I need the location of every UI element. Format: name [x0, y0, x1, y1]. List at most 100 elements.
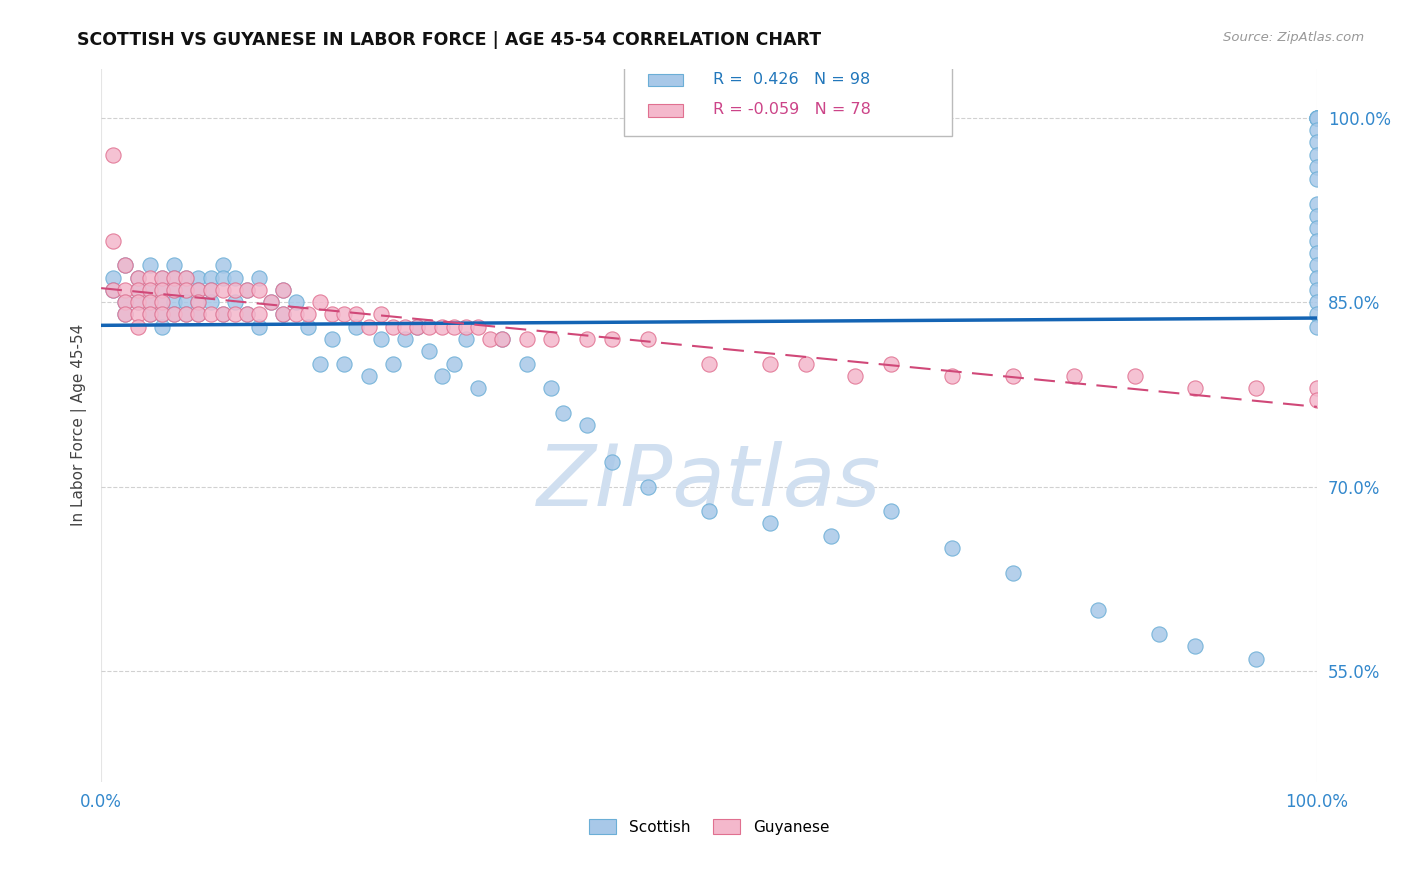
Point: [697, 357, 720, 371]
Point: [697, 504, 720, 518]
Point: [540, 381, 562, 395]
Point: [418, 319, 440, 334]
Point: [187, 283, 209, 297]
Point: [941, 541, 963, 555]
FancyBboxPatch shape: [624, 44, 952, 136]
Point: [187, 307, 209, 321]
Point: [224, 295, 246, 310]
Point: [273, 283, 295, 297]
Point: [139, 283, 162, 297]
Point: [1001, 368, 1024, 383]
Point: [236, 283, 259, 297]
Point: [127, 270, 149, 285]
Point: [187, 270, 209, 285]
Text: ZIPatlas: ZIPatlas: [537, 441, 882, 524]
Point: [174, 270, 197, 285]
Point: [247, 319, 270, 334]
Point: [247, 307, 270, 321]
Point: [309, 295, 332, 310]
Point: [1306, 111, 1329, 125]
Point: [516, 332, 538, 346]
Point: [321, 332, 343, 346]
Point: [200, 295, 222, 310]
Point: [163, 307, 186, 321]
Point: [224, 283, 246, 297]
Point: [333, 307, 356, 321]
Point: [211, 258, 233, 272]
Point: [273, 307, 295, 321]
Point: [260, 295, 283, 310]
Point: [139, 307, 162, 321]
Point: [1306, 123, 1329, 137]
Point: [163, 283, 186, 297]
Point: [406, 319, 429, 334]
Point: [430, 319, 453, 334]
Point: [187, 307, 209, 321]
Point: [443, 357, 465, 371]
Point: [941, 368, 963, 383]
Point: [491, 332, 513, 346]
Point: [200, 307, 222, 321]
Point: [467, 381, 489, 395]
Point: [321, 307, 343, 321]
FancyBboxPatch shape: [648, 104, 683, 117]
Point: [309, 357, 332, 371]
Text: R = -0.059   N = 78: R = -0.059 N = 78: [713, 103, 870, 118]
Point: [150, 270, 173, 285]
Point: [273, 283, 295, 297]
Point: [1123, 368, 1146, 383]
Point: [114, 295, 136, 310]
Point: [174, 283, 197, 297]
Point: [844, 368, 866, 383]
Point: [163, 258, 186, 272]
Point: [174, 295, 197, 310]
Point: [1306, 246, 1329, 260]
Point: [1306, 209, 1329, 223]
Point: [1306, 307, 1329, 321]
Point: [187, 283, 209, 297]
Point: [370, 307, 392, 321]
Point: [224, 307, 246, 321]
Point: [1184, 640, 1206, 654]
FancyBboxPatch shape: [648, 73, 683, 87]
Point: [114, 307, 136, 321]
Point: [150, 319, 173, 334]
Point: [127, 307, 149, 321]
Point: [576, 418, 599, 433]
Point: [880, 357, 903, 371]
Text: SCOTTISH VS GUYANESE IN LABOR FORCE | AGE 45-54 CORRELATION CHART: SCOTTISH VS GUYANESE IN LABOR FORCE | AG…: [77, 31, 821, 49]
Point: [1244, 381, 1267, 395]
Point: [211, 307, 233, 321]
Point: [103, 283, 125, 297]
Text: Source: ZipAtlas.com: Source: ZipAtlas.com: [1223, 31, 1364, 45]
Point: [540, 332, 562, 346]
Point: [1306, 196, 1329, 211]
Point: [346, 307, 368, 321]
Point: [114, 258, 136, 272]
Point: [1306, 258, 1329, 272]
Point: [139, 283, 162, 297]
Point: [357, 368, 380, 383]
Point: [163, 283, 186, 297]
Point: [284, 295, 307, 310]
Point: [759, 357, 782, 371]
Point: [139, 295, 162, 310]
Point: [211, 283, 233, 297]
Point: [1063, 368, 1085, 383]
Legend: Scottish, Guyanese: Scottish, Guyanese: [589, 819, 830, 835]
Point: [1306, 393, 1329, 408]
Point: [357, 319, 380, 334]
Point: [150, 295, 173, 310]
Point: [759, 516, 782, 531]
Point: [103, 147, 125, 161]
Point: [430, 368, 453, 383]
Point: [1087, 602, 1109, 616]
Point: [333, 357, 356, 371]
Point: [1306, 221, 1329, 235]
Point: [139, 295, 162, 310]
Point: [1306, 234, 1329, 248]
Point: [236, 307, 259, 321]
Point: [1184, 381, 1206, 395]
Point: [114, 307, 136, 321]
Point: [174, 283, 197, 297]
